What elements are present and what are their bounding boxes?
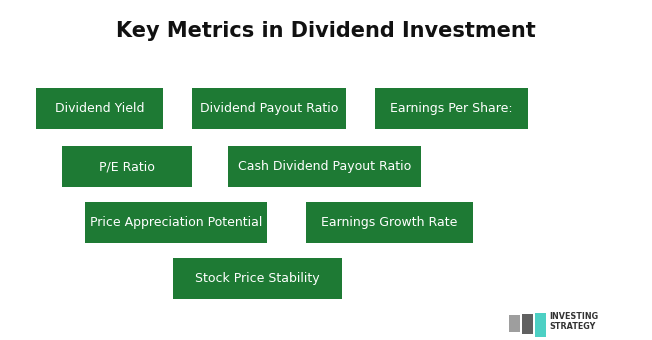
FancyBboxPatch shape bbox=[535, 313, 546, 337]
Text: P/E Ratio: P/E Ratio bbox=[99, 160, 155, 173]
FancyBboxPatch shape bbox=[36, 88, 163, 129]
Text: Dividend Payout Ratio: Dividend Payout Ratio bbox=[200, 102, 338, 115]
FancyBboxPatch shape bbox=[522, 314, 533, 334]
Text: INVESTING: INVESTING bbox=[550, 312, 599, 321]
Text: Dividend Yield: Dividend Yield bbox=[55, 102, 144, 115]
Text: Stock Price Stability: Stock Price Stability bbox=[195, 272, 320, 285]
Text: Cash Dividend Payout Ratio: Cash Dividend Payout Ratio bbox=[238, 160, 411, 173]
Text: Earnings Per Share:: Earnings Per Share: bbox=[390, 102, 513, 115]
FancyBboxPatch shape bbox=[173, 258, 342, 299]
Text: Key Metrics in Dividend Investment: Key Metrics in Dividend Investment bbox=[116, 21, 536, 40]
Text: Earnings Growth Rate: Earnings Growth Rate bbox=[321, 216, 458, 229]
Text: Price Appreciation Potential: Price Appreciation Potential bbox=[90, 216, 262, 229]
FancyBboxPatch shape bbox=[85, 202, 267, 243]
FancyBboxPatch shape bbox=[375, 88, 528, 129]
Text: STRATEGY: STRATEGY bbox=[550, 322, 596, 331]
FancyBboxPatch shape bbox=[306, 202, 473, 243]
FancyBboxPatch shape bbox=[228, 146, 421, 187]
FancyBboxPatch shape bbox=[62, 146, 192, 187]
FancyBboxPatch shape bbox=[192, 88, 346, 129]
FancyBboxPatch shape bbox=[509, 315, 520, 332]
